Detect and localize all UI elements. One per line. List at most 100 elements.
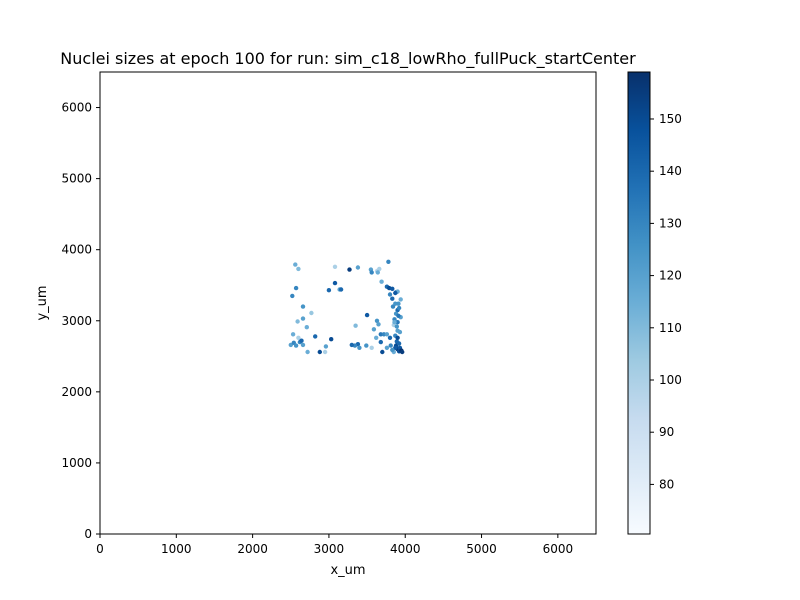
plot-area: 0 1000 2000 3000 4000 5000 6000 0 1000 2000 3000 4… — [61, 71, 597, 556]
y-axis-ticks: 0 1000 2000 3000 4000 5000 6000 — [61, 101, 100, 541]
x-tick-label: 4000 — [390, 542, 421, 556]
data-point — [396, 305, 402, 311]
data-point — [392, 320, 397, 325]
data-point — [357, 345, 362, 350]
data-point — [388, 343, 393, 348]
data-point — [295, 319, 300, 324]
data-point — [394, 324, 399, 329]
data-point — [390, 347, 395, 353]
data-point — [304, 325, 309, 330]
data-point — [332, 264, 338, 269]
data-point — [395, 320, 400, 325]
data-point — [374, 335, 379, 340]
data-point — [384, 332, 390, 337]
y-tick-label: 6000 — [61, 101, 92, 115]
data-point — [395, 335, 400, 340]
data-point — [349, 342, 354, 348]
colorbar-ticks: 80 90 100 110 120 130 140 150 — [650, 112, 682, 491]
data-point — [293, 262, 298, 267]
data-point — [296, 266, 301, 272]
y-axis-label: y_um — [35, 285, 50, 320]
data-point — [296, 335, 301, 340]
data-point — [378, 339, 383, 345]
colorbar-tick-label: 110 — [659, 321, 682, 335]
data-point — [379, 279, 384, 284]
data-point — [393, 301, 398, 306]
data-point — [300, 342, 306, 348]
data-point — [396, 301, 401, 306]
x-tick-label: 1000 — [161, 542, 192, 556]
colorbar-tick-label: 100 — [659, 373, 682, 387]
x-tick-label: 2000 — [237, 542, 268, 556]
x-tick-label: 3000 — [314, 542, 345, 556]
data-point — [364, 343, 369, 348]
data-point — [317, 349, 322, 355]
y-tick-label: 5000 — [61, 172, 92, 186]
data-point — [293, 343, 299, 348]
colorbar: 80 90 100 110 120 130 140 150 — [627, 71, 682, 535]
colorbar-frame — [627, 71, 651, 535]
data-point — [374, 318, 380, 323]
data-point — [364, 312, 370, 318]
data-point — [313, 334, 318, 339]
data-point — [397, 329, 403, 335]
y-tick-label: 1000 — [61, 456, 92, 470]
data-point — [400, 349, 405, 355]
plot-frame — [99, 71, 597, 535]
data-point — [393, 290, 398, 296]
data-point — [353, 323, 358, 328]
data-points-layer — [288, 259, 405, 355]
colorbar-tick-label: 140 — [659, 164, 682, 178]
data-point — [322, 349, 328, 355]
data-point — [396, 341, 402, 346]
data-point — [398, 297, 403, 302]
plot-background — [100, 72, 596, 534]
data-point — [390, 286, 395, 291]
data-point — [323, 344, 329, 349]
data-point — [300, 304, 306, 309]
x-axis-label: x_um — [330, 563, 365, 578]
colorbar-tick-label: 80 — [659, 477, 674, 491]
data-point — [332, 280, 338, 286]
data-point — [369, 345, 374, 350]
colorbar-tick-label: 130 — [659, 216, 682, 230]
colorbar-gradient — [628, 72, 650, 534]
data-point — [371, 327, 377, 332]
chart-title: Nuclei sizes at epoch 100 for run: sim_c… — [60, 49, 636, 69]
data-point — [387, 292, 393, 297]
y-tick-label: 0 — [84, 527, 92, 541]
data-point — [380, 349, 385, 355]
data-point — [326, 288, 332, 293]
x-tick-label: 5000 — [466, 542, 497, 556]
data-point — [293, 285, 299, 291]
data-point — [369, 270, 374, 275]
x-tick-label: 0 — [96, 542, 104, 556]
data-point — [377, 266, 382, 272]
colorbar-tick-label: 150 — [659, 112, 682, 126]
data-point — [305, 349, 310, 355]
data-point — [375, 270, 380, 275]
y-tick-label: 3000 — [61, 314, 92, 328]
data-point — [376, 322, 381, 327]
colorbar-tick-label: 120 — [659, 269, 682, 283]
data-point — [384, 345, 390, 350]
data-point — [347, 267, 352, 272]
data-point — [396, 313, 401, 318]
data-point — [309, 310, 314, 316]
data-point — [300, 316, 306, 321]
y-tick-label: 4000 — [61, 243, 92, 257]
y-tick-label: 2000 — [61, 385, 92, 399]
data-point — [355, 265, 361, 270]
data-point — [386, 259, 391, 264]
data-point — [390, 296, 395, 301]
x-tick-label: 6000 — [543, 542, 574, 556]
data-point — [378, 332, 383, 337]
x-axis-ticks: 0 1000 2000 3000 4000 5000 6000 — [96, 534, 573, 556]
data-point — [387, 335, 393, 340]
data-point — [299, 338, 304, 343]
data-point — [338, 287, 344, 292]
colorbar-tick-label: 90 — [659, 425, 674, 439]
data-point — [290, 332, 296, 337]
data-point — [290, 293, 295, 299]
